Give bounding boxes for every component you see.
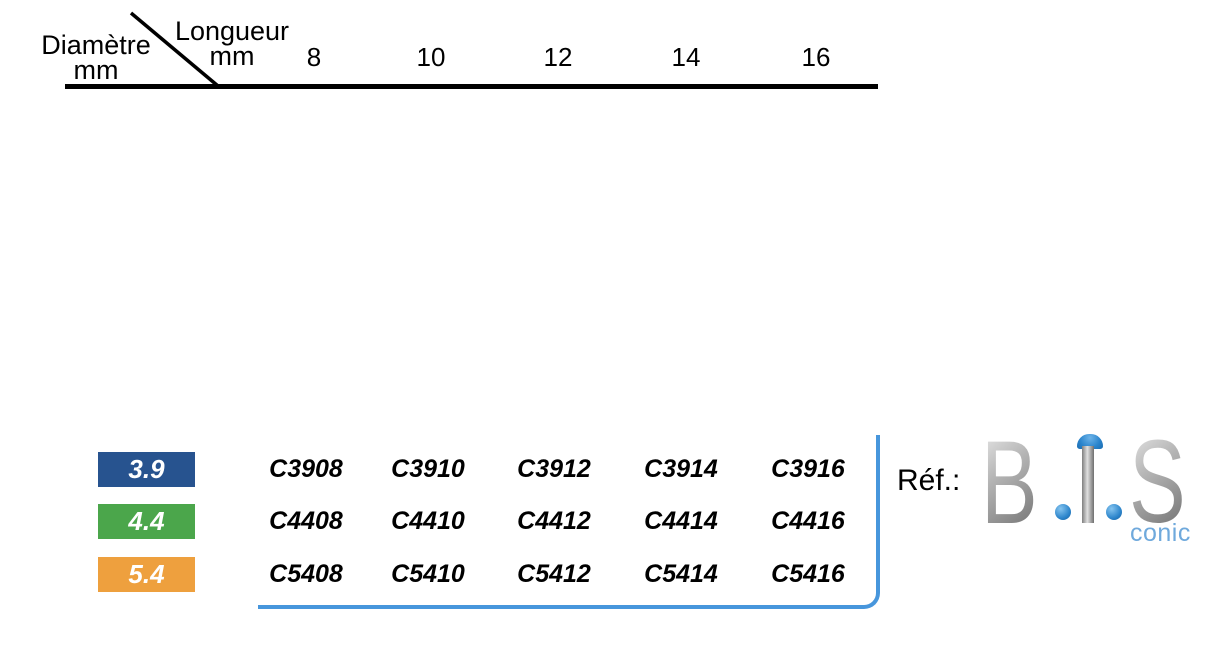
code-cell: C4412: [517, 507, 591, 535]
diameter-chip-4-4: 4.4: [98, 504, 195, 539]
column-header-8: 8: [306, 42, 322, 72]
logo-subtitle: conic: [1130, 519, 1191, 547]
code-cell: C5408: [269, 560, 343, 588]
logo-letter-s: S: [1129, 416, 1186, 548]
diameter-chip-label: 4.4: [128, 506, 165, 536]
header-length-label: Longueur: [174, 16, 290, 46]
header-length-unit: mm: [209, 41, 255, 71]
header-length: Longueur mm: [170, 16, 294, 71]
diameter-chip-3-9: 3.9: [98, 452, 195, 487]
header-underline: [65, 84, 878, 89]
header-diameter-label: Diamètre: [41, 30, 151, 60]
code-cell: C4410: [391, 507, 465, 535]
table-bracket: [258, 435, 880, 609]
logo-dot-icon: [1106, 504, 1122, 520]
diameter-chip-label: 5.4: [128, 559, 165, 589]
reference-label: Réf.:: [897, 464, 961, 497]
logo-dot-icon: [1055, 504, 1071, 520]
code-cell: C3916: [771, 455, 845, 483]
diameter-chip-label: 3.9: [128, 454, 165, 484]
column-header-10: 10: [416, 42, 446, 72]
column-header-16: 16: [801, 42, 831, 72]
logo-i-dome-icon: [1077, 434, 1103, 449]
code-cell: C4416: [771, 507, 845, 535]
logo-letter-b: B: [981, 417, 1038, 549]
column-header-12: 12: [543, 42, 573, 72]
code-cell: C5416: [771, 560, 845, 588]
code-cell: C3908: [269, 455, 343, 483]
logo-letter-i-bar: [1082, 446, 1094, 523]
bis-conic-logo: B I S conic: [978, 423, 1210, 547]
diameter-chip-5-4: 5.4: [98, 557, 195, 592]
code-cell: C4408: [269, 507, 343, 535]
column-header-14: 14: [671, 42, 701, 72]
code-cell: C5414: [644, 560, 718, 588]
header-diagonal-divider: [129, 11, 220, 88]
code-cell: C3912: [517, 455, 591, 483]
code-cell: C3910: [391, 455, 465, 483]
header-diameter-unit: mm: [73, 55, 119, 85]
code-cell: C5412: [517, 560, 591, 588]
code-cell: C4414: [644, 507, 718, 535]
code-cell: C3914: [644, 455, 718, 483]
header-diameter: Diamètre mm: [38, 30, 154, 85]
code-cell: C5410: [391, 560, 465, 588]
